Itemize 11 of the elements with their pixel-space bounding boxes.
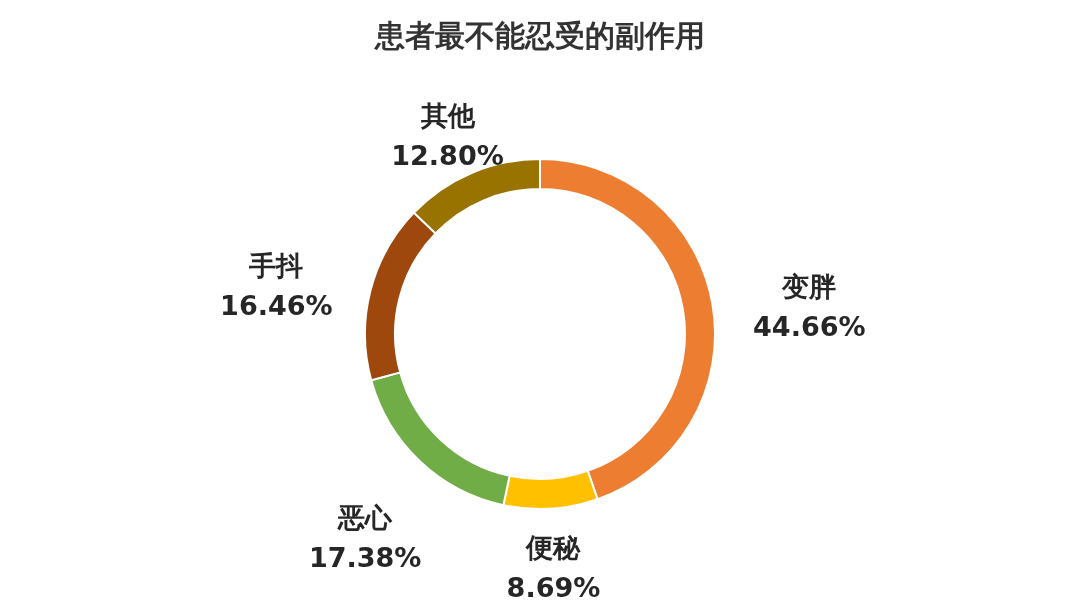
slice-label: 变胖 xyxy=(781,271,837,303)
data-label: 12.80% xyxy=(391,139,504,171)
data-label: 17.38% xyxy=(308,542,422,574)
data-label: 16.46% xyxy=(220,289,333,321)
slice-label: 恶心 xyxy=(337,502,394,534)
data-label: 44.66% xyxy=(753,311,866,343)
slice-label: 手抖 xyxy=(248,249,304,281)
data-label: 8.69% xyxy=(506,572,601,604)
slice-label: 便秘 xyxy=(525,532,582,564)
slice-label: 其他 xyxy=(419,99,476,131)
chart-title: 患者最不能忍受的副作用 xyxy=(373,18,705,53)
